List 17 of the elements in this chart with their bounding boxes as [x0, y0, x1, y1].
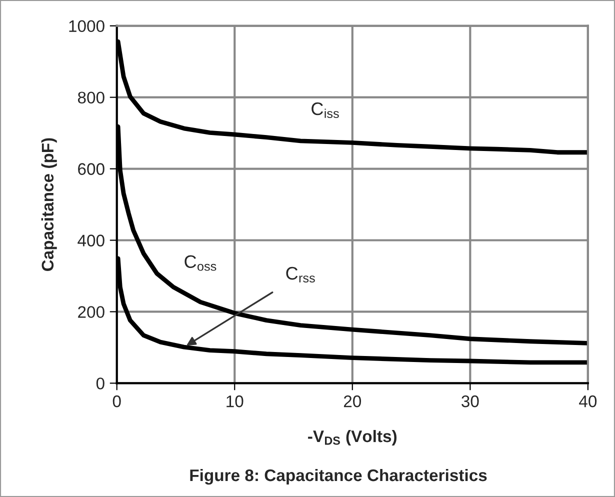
x-tick-label: 10 [226, 395, 244, 408]
x-axis-title: -V$_{DS}$ (Volts) [308, 430, 397, 446]
y-tick-label: 200 [78, 306, 104, 318]
caption: Figure 8: Capacitance Characteristics [190, 468, 487, 485]
x-tick-label: 40 [579, 395, 597, 408]
annotation: C$_{oss}$ [184, 255, 216, 271]
x-tick-label: 20 [344, 395, 362, 408]
annotation: C$_{iss}$ [312, 102, 339, 118]
y-tick-label: 600 [78, 163, 104, 175]
annotation: C$_{rss}$ [286, 266, 315, 282]
y-tick-label: 400 [78, 234, 104, 246]
y-tick-label: 1000 [69, 20, 104, 32]
y-tick-label: 800 [78, 92, 104, 104]
x-tick-label: 30 [462, 395, 479, 408]
x-tick-label: 0 [112, 395, 121, 408]
y-tick-label: 0 [96, 378, 104, 390]
y-axis-title: Capacitance (pF) [41, 138, 57, 271]
